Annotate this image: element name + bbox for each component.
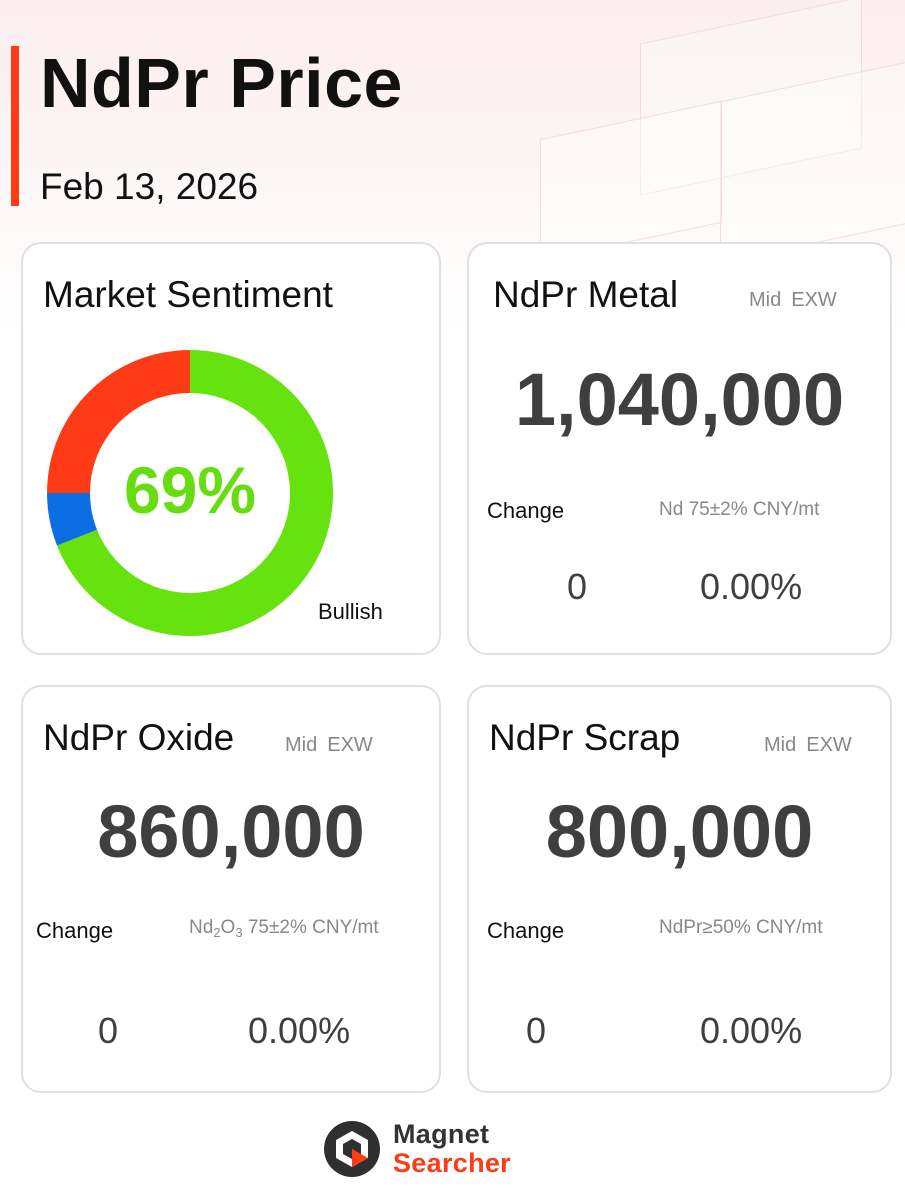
metal-title: NdPr Metal xyxy=(493,274,679,315)
brand-line2: Searcher xyxy=(393,1148,511,1178)
metal-change-pct: 0.00% xyxy=(700,566,803,607)
title-accent-bar xyxy=(11,46,19,206)
metal-spec: Nd 75±2% CNY/mt xyxy=(659,499,820,520)
metal-tag: Mid EXW xyxy=(749,288,837,312)
metal-price: 1,040,000 xyxy=(514,358,845,441)
metal-change-abs: 0 xyxy=(567,566,588,607)
page-date: Feb 13, 2026 xyxy=(40,166,259,207)
sentiment-label: Bullish xyxy=(318,599,383,624)
donut-segment-bearish xyxy=(47,350,190,493)
scrap-price: 800,000 xyxy=(545,790,814,873)
metal-change-label: Change xyxy=(487,498,565,523)
metal-tag-exw: EXW xyxy=(791,289,837,311)
background-shape xyxy=(540,100,722,262)
oxide-price: 860,000 xyxy=(97,790,365,873)
scrap-change-abs: 0 xyxy=(526,1010,547,1051)
metal-card xyxy=(467,242,892,655)
sentiment-title: Market Sentiment xyxy=(43,274,333,315)
oxide-spec: Nd2O3 75±2% CNY/mt xyxy=(189,917,379,940)
page-title: NdPr Price xyxy=(40,44,403,122)
oxide-change-pct: 0.00% xyxy=(248,1010,351,1051)
oxide-tag: Mid EXW xyxy=(285,733,373,757)
scrap-change-label: Change xyxy=(487,918,565,943)
donut-svg xyxy=(47,350,333,636)
scrap-change-pct: 0.00% xyxy=(700,1010,803,1051)
scrap-tag-mid: Mid xyxy=(764,734,797,756)
magnet-searcher-logo-icon xyxy=(322,1119,382,1179)
oxide-tag-exw: EXW xyxy=(327,734,373,756)
scrap-card xyxy=(467,685,892,1093)
donut-segment-neutral xyxy=(47,493,98,546)
sentiment-percent: 69% xyxy=(123,453,257,527)
scrap-spec: NdPr≥50% CNY/mt xyxy=(659,917,823,938)
sentiment-donut-chart xyxy=(47,350,333,636)
brand-name: Magnet Searcher xyxy=(393,1120,511,1178)
scrap-tag: Mid EXW xyxy=(764,733,852,757)
donut-segment-bullish xyxy=(57,350,333,636)
brand-line1: Magnet xyxy=(393,1119,490,1149)
oxide-change-abs: 0 xyxy=(98,1010,119,1051)
oxide-change-label: Change xyxy=(36,918,114,943)
scrap-tag-exw: EXW xyxy=(806,734,852,756)
oxide-title: NdPr Oxide xyxy=(43,717,235,758)
oxide-tag-mid: Mid xyxy=(285,734,318,756)
oxide-card xyxy=(21,685,441,1093)
metal-tag-mid: Mid xyxy=(749,289,782,311)
scrap-title: NdPr Scrap xyxy=(489,717,681,758)
